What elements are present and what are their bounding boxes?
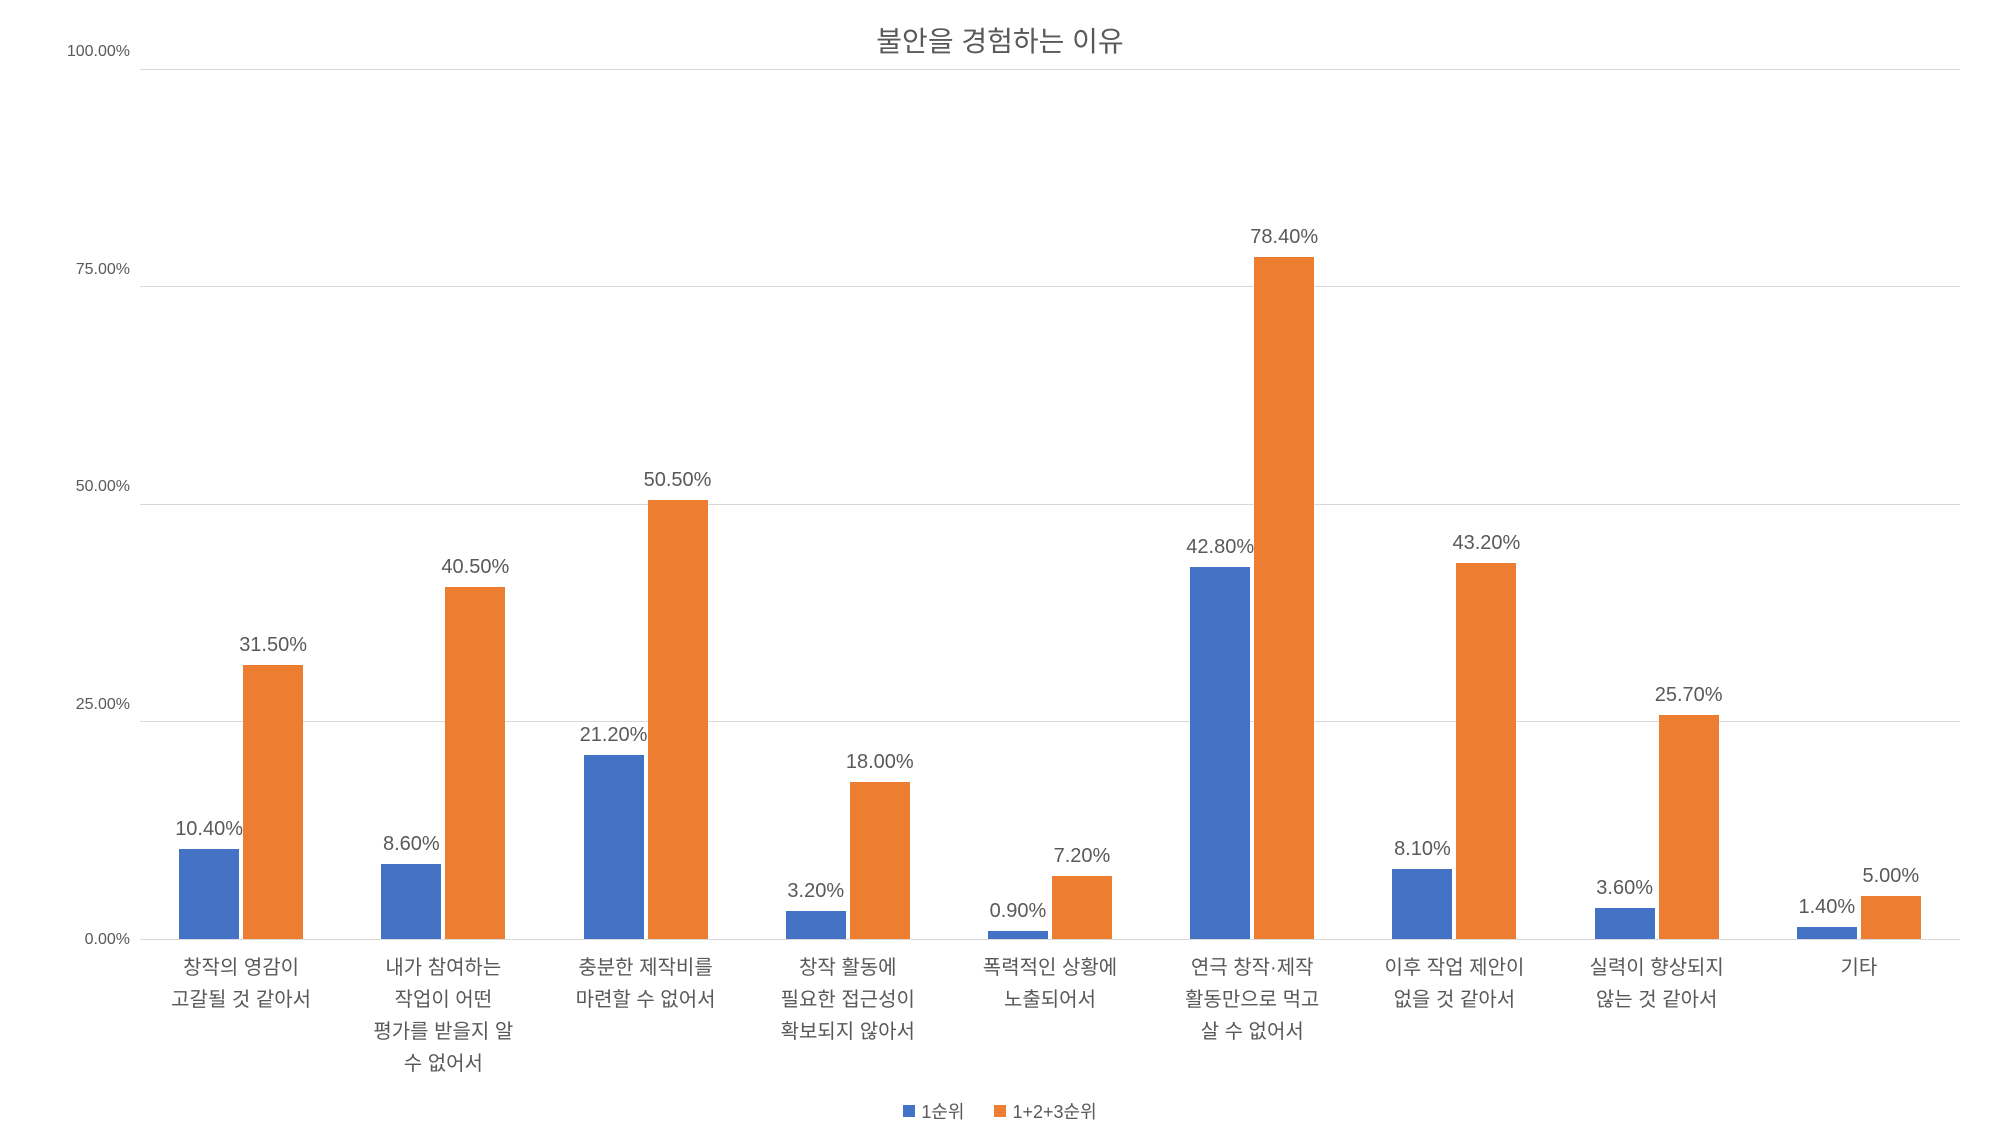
bar	[179, 849, 239, 939]
bar	[243, 665, 303, 939]
bar-wrap: 3.20%	[786, 911, 846, 939]
y-tick: 75.00%	[40, 261, 130, 279]
bar-wrap: 10.40%	[179, 849, 239, 939]
bar-value-label: 21.20%	[580, 724, 648, 747]
chart-title: 불안을 경험하는 이유	[40, 20, 1960, 60]
bar-wrap: 8.10%	[1392, 869, 1452, 939]
bar-value-label: 25.70%	[1655, 684, 1723, 707]
bar-value-label: 50.50%	[644, 469, 712, 492]
bar-value-label: 3.60%	[1596, 877, 1653, 900]
bar	[988, 931, 1048, 939]
legend-swatch	[994, 1105, 1006, 1117]
bar-group: 0.90%7.20%	[949, 876, 1151, 939]
bar-group: 8.60%40.50%	[342, 587, 544, 939]
bar-group: 1.40%5.00%	[1758, 896, 1960, 940]
y-tick: 50.00%	[40, 478, 130, 496]
bar-value-label: 8.60%	[383, 833, 440, 856]
bar	[786, 911, 846, 939]
x-axis-label: 연극 창작·제작활동만으로 먹고살 수 없어서	[1151, 952, 1353, 1080]
x-axis: 창작의 영감이고갈될 것 같아서내가 참여하는작업이 어떤평가를 받을지 알수 …	[140, 940, 1960, 1080]
bar-wrap: 40.50%	[445, 587, 505, 939]
bar-value-label: 3.20%	[787, 880, 844, 903]
legend: 1순위 1+2+3순위	[40, 1098, 1960, 1124]
bar	[1254, 257, 1314, 939]
bar-value-label: 78.40%	[1250, 226, 1318, 249]
y-tick: 25.00%	[40, 696, 130, 714]
x-axis-label: 기타	[1758, 952, 1960, 1080]
chart-container: 불안을 경험하는 이유 0.00% 25.00% 50.00% 75.00% 1…	[0, 0, 2000, 1125]
bar-wrap: 31.50%	[243, 665, 303, 939]
bar-wrap: 18.00%	[850, 782, 910, 939]
bar-group: 3.20%18.00%	[747, 782, 949, 939]
y-axis: 0.00% 25.00% 50.00% 75.00% 100.00%	[40, 70, 140, 940]
bar-wrap: 21.20%	[584, 755, 644, 939]
bar-wrap: 78.40%	[1254, 257, 1314, 939]
y-tick: 0.00%	[40, 931, 130, 949]
bar	[1797, 927, 1857, 939]
bar-group: 8.10%43.20%	[1353, 563, 1555, 939]
bar-value-label: 1.40%	[1799, 896, 1856, 919]
x-axis-label: 창작의 영감이고갈될 것 같아서	[140, 952, 342, 1080]
bar	[381, 864, 441, 939]
legend-item: 1+2+3순위	[994, 1098, 1096, 1124]
bar-group: 42.80%78.40%	[1151, 257, 1353, 939]
bar-wrap: 8.60%	[381, 864, 441, 939]
bar-value-label: 8.10%	[1394, 838, 1451, 861]
bar-value-label: 10.40%	[175, 818, 243, 841]
plot-area: 0.00% 25.00% 50.00% 75.00% 100.00% 10.40…	[40, 70, 1960, 940]
bar-wrap: 3.60%	[1595, 908, 1655, 939]
bar-value-label: 5.00%	[1863, 865, 1920, 888]
x-axis-label: 내가 참여하는작업이 어떤평가를 받을지 알수 없어서	[342, 952, 544, 1080]
bar-group: 10.40%31.50%	[140, 665, 342, 939]
bar	[850, 782, 910, 939]
bar	[648, 500, 708, 939]
bar	[1861, 896, 1921, 940]
legend-label: 1+2+3순위	[1012, 1098, 1096, 1124]
bar	[1659, 715, 1719, 939]
bar	[1190, 567, 1250, 939]
bar-wrap: 43.20%	[1456, 563, 1516, 939]
bar-wrap: 7.20%	[1052, 876, 1112, 939]
chart-body: 10.40%31.50%8.60%40.50%21.20%50.50%3.20%…	[140, 70, 1960, 940]
bar-value-label: 0.90%	[990, 900, 1047, 923]
bar-group: 21.20%50.50%	[544, 500, 746, 939]
bar	[1595, 908, 1655, 939]
bar	[1052, 876, 1112, 939]
bar-value-label: 42.80%	[1186, 536, 1254, 559]
bar	[1456, 563, 1516, 939]
legend-label: 1순위	[921, 1098, 964, 1124]
bar-group: 3.60%25.70%	[1556, 715, 1758, 939]
bar-value-label: 31.50%	[239, 634, 307, 657]
bar-wrap: 25.70%	[1659, 715, 1719, 939]
bar-value-label: 40.50%	[441, 556, 509, 579]
x-axis-label: 이후 작업 제안이없을 것 같아서	[1353, 952, 1555, 1080]
legend-item: 1순위	[903, 1098, 964, 1124]
x-axis-label: 실력이 향상되지않는 것 같아서	[1556, 952, 1758, 1080]
bar	[445, 587, 505, 939]
x-axis-label: 창작 활동에필요한 접근성이확보되지 않아서	[747, 952, 949, 1080]
bar-wrap: 1.40%	[1797, 927, 1857, 939]
legend-swatch	[903, 1105, 915, 1117]
bars-area: 10.40%31.50%8.60%40.50%21.20%50.50%3.20%…	[140, 70, 1960, 939]
bar-value-label: 18.00%	[846, 751, 914, 774]
bar-value-label: 43.20%	[1453, 532, 1521, 555]
bar-value-label: 7.20%	[1054, 845, 1111, 868]
y-tick: 100.00%	[40, 43, 130, 61]
x-axis-label: 충분한 제작비를마련할 수 없어서	[544, 952, 746, 1080]
bar-wrap: 50.50%	[648, 500, 708, 939]
bar	[584, 755, 644, 939]
bar-wrap: 42.80%	[1190, 567, 1250, 939]
x-axis-label: 폭력적인 상황에노출되어서	[949, 952, 1151, 1080]
bar-wrap: 5.00%	[1861, 896, 1921, 940]
bar-wrap: 0.90%	[988, 931, 1048, 939]
bar	[1392, 869, 1452, 939]
